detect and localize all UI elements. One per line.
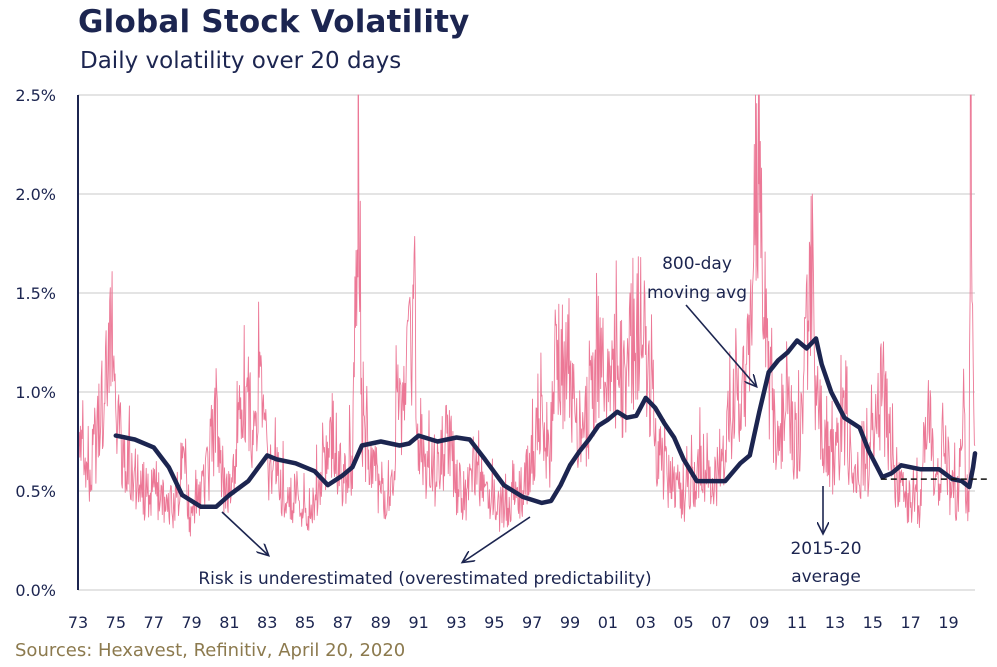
y-tick-label: 2.5% <box>15 86 56 105</box>
moving-avg-arrow <box>685 304 756 386</box>
y-tick-label: 0.0% <box>15 581 56 600</box>
moving-average-line <box>113 336 978 510</box>
x-tick-label: 05 <box>673 613 693 632</box>
x-tick-label: 83 <box>257 613 277 632</box>
x-tick-label: 93 <box>446 613 466 632</box>
x-tick-label: 13 <box>825 613 845 632</box>
x-axis-tick-labels: 73 75 77 79 81 83 85 87 89 91 93 95 97 99 01 03 05 07 09 11… <box>68 613 959 632</box>
gridlines <box>78 94 975 591</box>
x-tick-label: 97 <box>522 613 542 632</box>
x-tick-label: 17 <box>900 613 920 632</box>
x-tick-label: 85 <box>295 613 315 632</box>
x-tick-label: 15 <box>863 613 883 632</box>
x-tick-label: 99 <box>560 613 580 632</box>
x-tick-label: 19 <box>938 613 958 632</box>
average-label-line1: 2015-20 <box>790 539 861 559</box>
x-tick-label: 07 <box>711 613 731 632</box>
y-axis-tick-labels: 0.0% 0.5% 1.0% 1.5% 2.0% 2.5% <box>15 86 56 600</box>
x-tick-label: 73 <box>68 613 88 632</box>
average-label-line2: average <box>791 567 861 587</box>
x-tick-label: 77 <box>144 613 164 632</box>
x-tick-label: 03 <box>636 613 656 632</box>
source-note: Sources: Hexavest, Refinitiv, April 20, … <box>15 640 406 661</box>
chart-subtitle: Daily volatility over 20 days <box>80 48 402 74</box>
y-tick-label: 1.0% <box>15 383 56 402</box>
x-tick-label: 09 <box>749 613 769 632</box>
risk-arrow-left <box>221 511 268 555</box>
x-tick-label: 89 <box>371 613 391 632</box>
x-tick-label: 81 <box>219 613 239 632</box>
x-tick-label: 95 <box>484 613 504 632</box>
x-tick-label: 91 <box>408 613 428 632</box>
x-tick-label: 11 <box>787 613 807 632</box>
y-tick-label: 2.0% <box>15 185 56 204</box>
chart-title: Global Stock Volatility <box>78 4 470 40</box>
daily-volatility-line <box>77 94 976 537</box>
x-tick-label: 87 <box>333 613 353 632</box>
risk-label: Risk is underestimated (overestimated pr… <box>198 569 651 589</box>
y-tick-label: 1.5% <box>15 284 56 303</box>
x-tick-label: 79 <box>181 613 201 632</box>
y-tick-label: 0.5% <box>15 482 56 501</box>
moving-avg-label-line1: 800-day <box>662 254 732 274</box>
moving-avg-label-line2: moving avg <box>647 283 747 303</box>
x-tick-label: 75 <box>106 613 126 632</box>
annotations: 800-day moving avg 2015-20 average Risk … <box>198 254 861 589</box>
x-tick-label: 01 <box>598 613 618 632</box>
series-group <box>77 94 987 537</box>
risk-arrow-right <box>463 516 531 562</box>
